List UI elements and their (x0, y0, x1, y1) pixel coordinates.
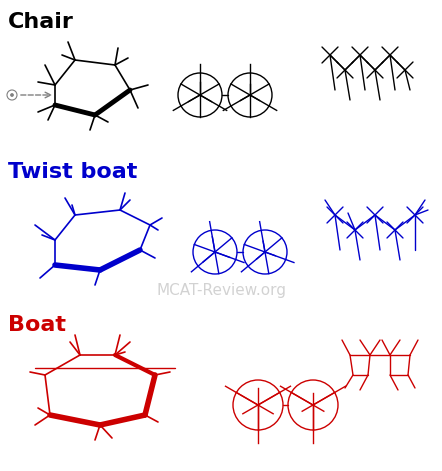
Text: Chair: Chair (8, 12, 74, 32)
Text: Boat: Boat (8, 315, 66, 335)
Circle shape (11, 94, 14, 97)
Text: Twist boat: Twist boat (8, 162, 137, 182)
Text: MCAT-Review.org: MCAT-Review.org (156, 283, 286, 298)
